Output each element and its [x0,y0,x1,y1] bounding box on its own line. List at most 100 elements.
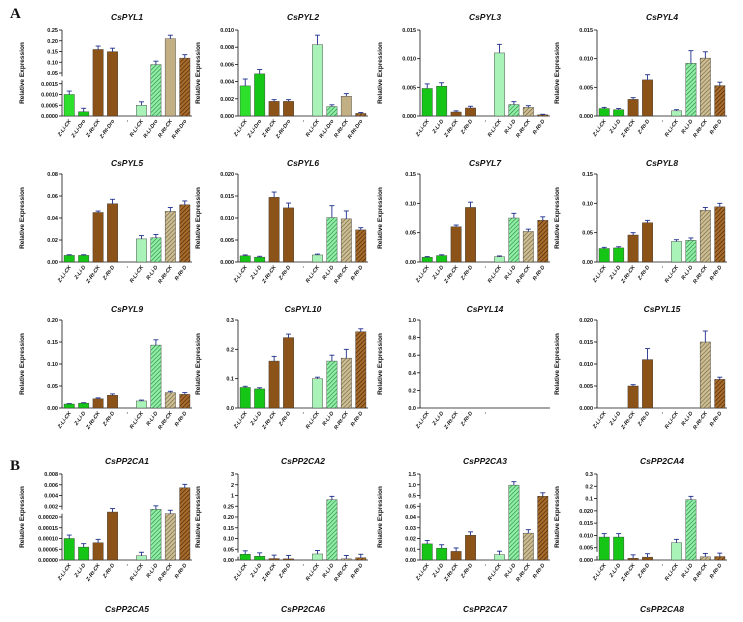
category-label: Z-Li-D [249,411,263,428]
bar [63,403,75,409]
y-tick-label: 0.015 [402,28,416,34]
bar [239,85,251,117]
category-label: Z-Rt-Dro [98,118,116,140]
axis-break [60,509,190,514]
y-tick-label: 0.008 [44,472,58,478]
bar [699,556,711,561]
y-tick-label: 0.15 [582,172,593,178]
y-axis-label: Relative Expression [377,486,384,548]
category-label: Z-Rt-D [101,411,116,429]
bar [508,217,520,263]
category-label: R-Li-CK [305,410,322,431]
y-tick-label: 0.05 [405,231,416,237]
bar [421,257,433,263]
category-label: Z-Rt-CK [85,264,103,286]
category-label: Z-Li-Dro [70,118,88,140]
bar [239,554,251,561]
bar [254,73,266,117]
y-tick-label: 0.005 [402,85,416,91]
bar [355,557,367,561]
chart-title: CsPYL1 [111,12,143,22]
category-label: R-Li-D [321,265,335,282]
bar [326,499,338,561]
y-tick-label: 0.000 [579,558,593,564]
chart-cspyl14: CsPYL14 Relative Expression 1.0 0.8 0.6 0.4 0.… [377,304,550,431]
bar [63,538,75,561]
bar [283,558,294,561]
category-label: Z-Rt-D [277,411,292,429]
bar [508,484,520,561]
bar [150,344,162,409]
chart-title: CsPP2CA2 [281,456,325,466]
category-label: R-Li-D [680,411,694,428]
bar [92,398,104,409]
y-tick-label: 0.1 [585,497,593,503]
y-tick-label: 0.005 [220,238,234,244]
category-label: R-Rt-D [350,411,365,428]
chart-title: CsPP2CA3 [463,456,507,466]
category-label: R-Rt-CK [692,410,709,431]
chart-title: CsPYL5 [111,158,143,168]
panel-label-a: A [10,6,21,22]
y-tick-label: 0.25 [47,28,58,34]
y-tick-label: 0.00 [47,260,58,266]
y-tick-label: 0.006 [220,62,234,68]
y-tick-label: 0.0 [408,406,416,412]
chart-title: CsPP2CA1 [105,456,149,466]
category-label: R-Li-D [145,563,159,580]
bar [312,44,323,117]
category-label: R-Li-CK [487,562,504,583]
bar [671,241,682,263]
category-label: Z-Rt-CK [620,264,638,286]
category-label: Z-Rt-CK [620,410,638,432]
bar [494,256,505,263]
chart-title: CsPYL3 [469,12,501,22]
bar [537,496,549,561]
category-label: R-Rt-CK [692,264,709,285]
chart-cspyl6: CsPYL6 Relative Expression 0.020 0.015 0.010… [195,158,368,285]
y-tick-label: 0.05 [47,384,58,390]
bar [254,388,266,409]
category-label: Z-Rt-CK [443,264,461,286]
y-tick-label: 0.0 [226,406,234,412]
category-label: Z-Rt-CK [443,118,461,140]
category-label: R-Rt-CK [692,562,709,583]
category-label: R-Rt-CK [333,264,350,285]
y-tick-label: 1.0 [408,483,416,489]
bar [340,218,352,263]
bar [355,229,367,263]
y-tick-label: 0.000 [220,114,234,120]
bar [312,378,323,409]
category-label: R-Rt-D [174,265,189,282]
y-tick-label: 0.015 [579,340,593,346]
y-tick-label: 0.25 [223,504,234,510]
y-tick-label: 0.20 [223,515,234,521]
category-label: R-Li-D [321,563,335,580]
category-label: Z-Li-CK [232,264,249,285]
y-tick-label: 0.002 [220,97,234,103]
category-label: Z-Rt-CK [620,118,638,140]
category-label: R-Li-D [145,265,159,282]
y-tick-label: 0.10 [582,201,593,207]
y-tick-label: 0.3 [585,472,593,478]
y-tick-label: 0.015 [579,28,593,34]
y-tick-label: 0.5 [408,494,416,500]
bar [268,197,280,263]
chart-cspyl5: CsPYL5 Relative Expression 0.08 0.06 0.04 0.0… [19,158,192,285]
bar [450,551,462,561]
bar [326,106,338,117]
bar [642,556,653,561]
category-label: Z-Li-CK [414,562,431,583]
category-label: R-Li-D [680,265,694,282]
bar [107,203,118,263]
axis-break [418,498,548,503]
category-label: Z-Li-D [608,563,622,580]
y-tick-label: 0.000 [579,114,593,120]
y-tick-label: 0.0005 [41,103,58,109]
y-tick-label: 2 [231,483,234,489]
chart-title: CsPP2CA5 [105,604,149,614]
category-label: Z-Li-D [608,265,622,282]
y-tick-label: 0.010 [579,57,593,63]
y-axis-label: Relative Expression [19,486,26,548]
